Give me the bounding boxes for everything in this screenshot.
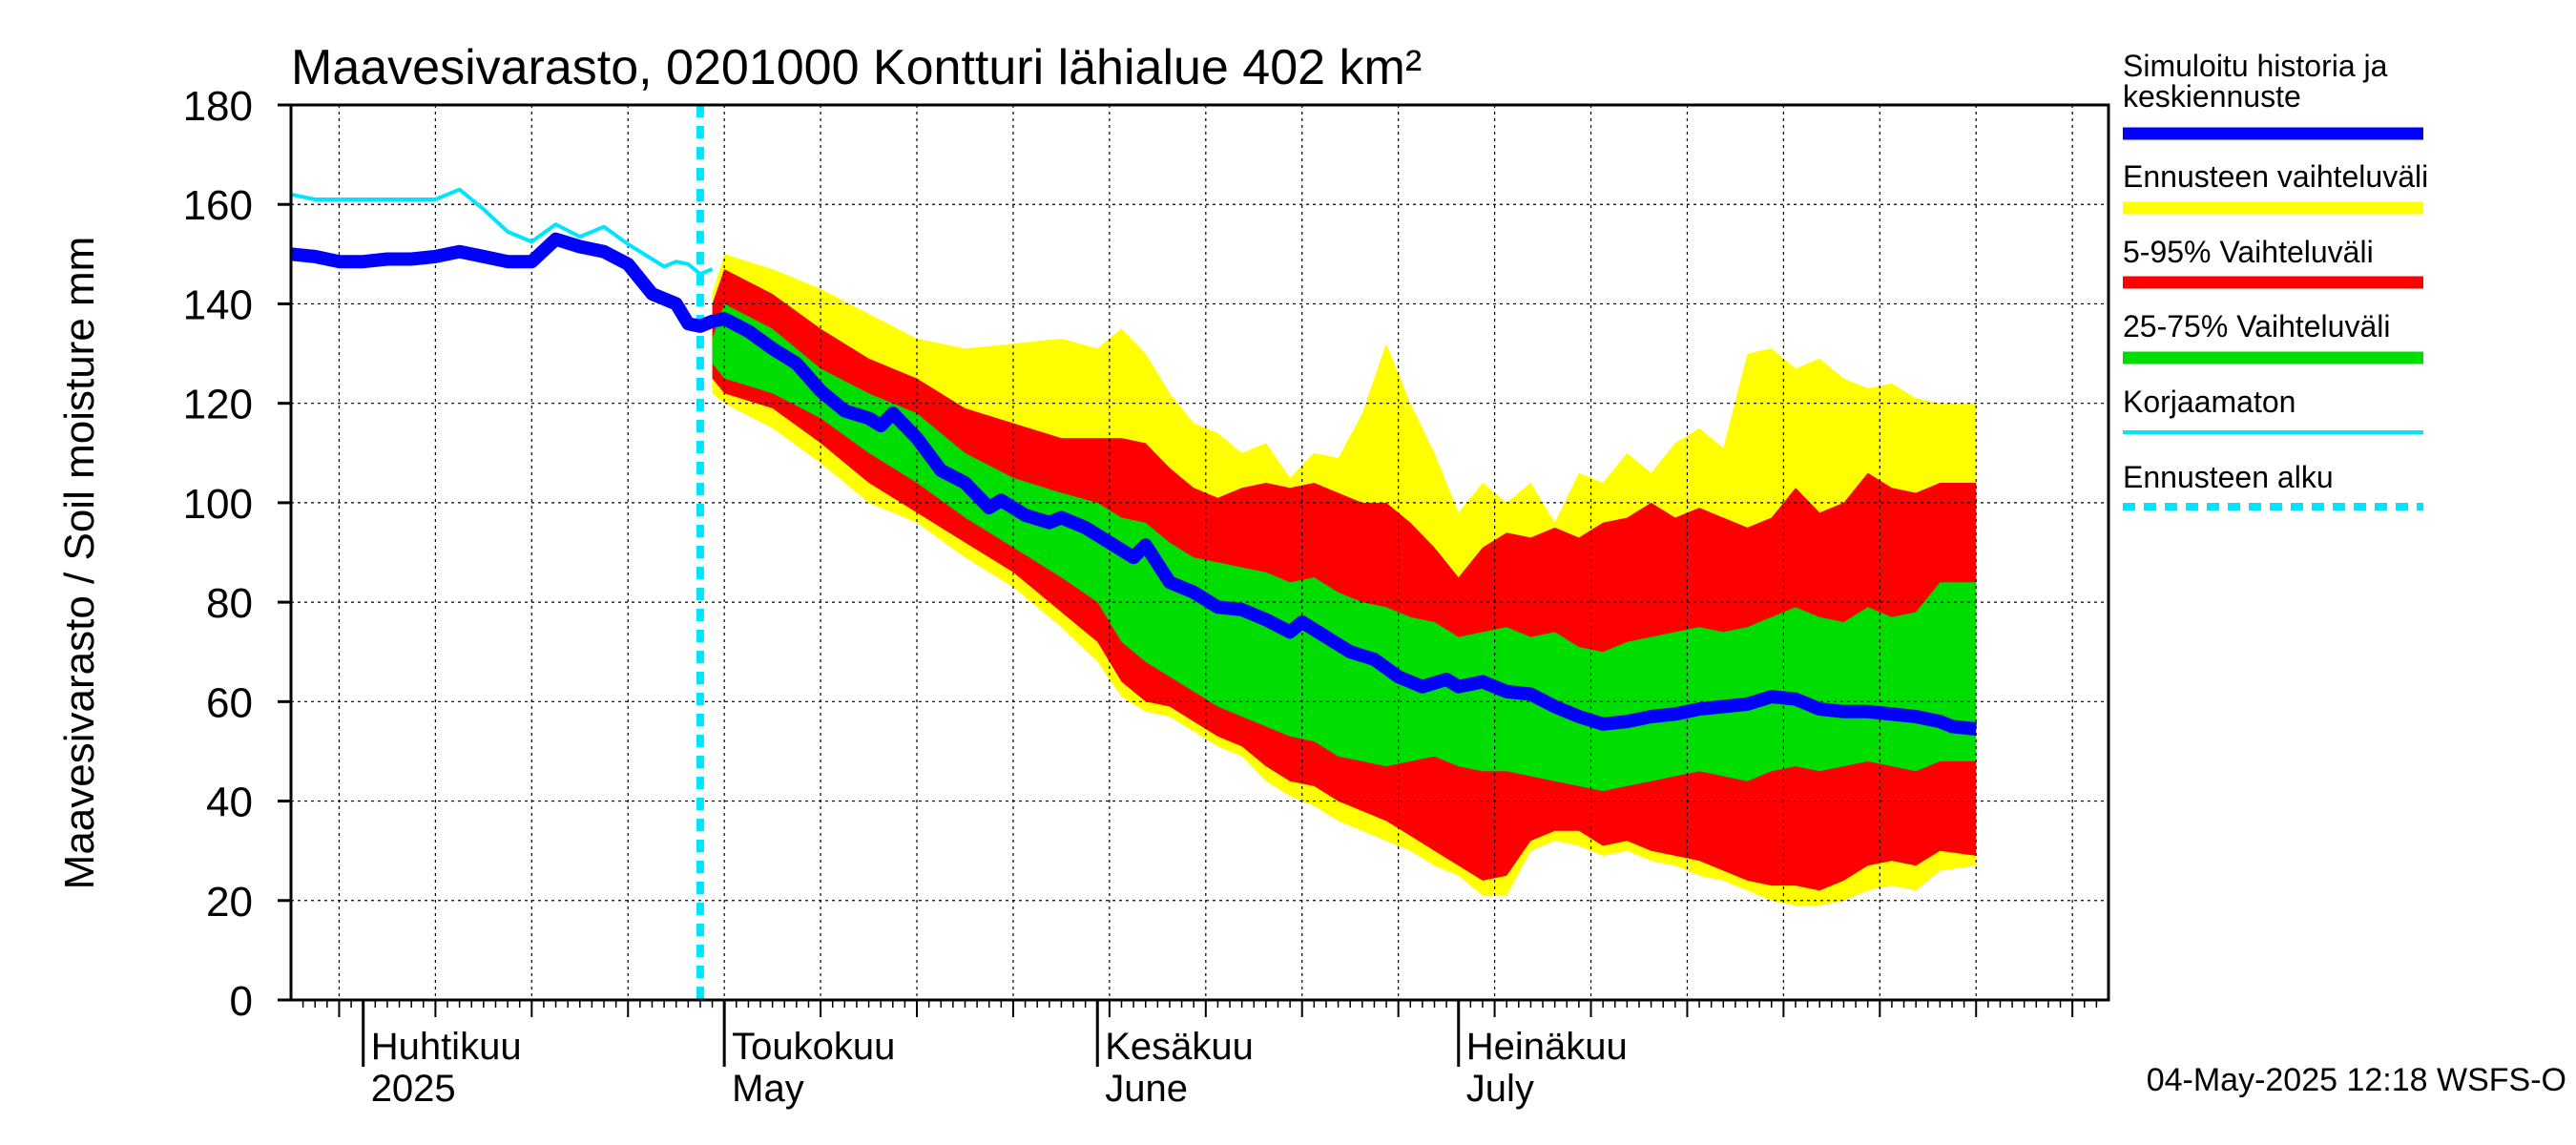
range-bands xyxy=(712,254,1977,906)
legend-label: Korjaamaton xyxy=(2123,385,2296,419)
y-tick-label: 140 xyxy=(183,281,253,328)
x-month-sublabel: June xyxy=(1105,1068,1188,1110)
x-month-sublabel: 2025 xyxy=(371,1068,456,1110)
x-month-label: Kesäkuu xyxy=(1105,1026,1254,1068)
x-month-label: Heinäkuu xyxy=(1466,1026,1628,1068)
x-month-label: Toukokuu xyxy=(732,1026,895,1068)
legend-label: 25-75% Vaihteluväli xyxy=(2123,309,2390,344)
legend-label: Ennusteen vaihteluväli xyxy=(2123,159,2428,194)
y-tick-label: 20 xyxy=(206,879,253,926)
y-tick-label: 100 xyxy=(183,481,253,528)
uncorrected-line xyxy=(290,187,714,277)
y-tick-label: 160 xyxy=(183,182,253,229)
y-tick-label: 40 xyxy=(206,780,253,826)
grid-lines xyxy=(291,105,2109,1000)
legend-label: Ennusteen alku xyxy=(2123,460,2334,494)
plot-frame xyxy=(289,103,2110,1002)
timestamp: 04-May-2025 12:18 WSFS-O xyxy=(2147,1062,2566,1098)
y-tick-label: 0 xyxy=(230,978,253,1025)
legend-label-line2: keskiennuste xyxy=(2123,79,2301,114)
median-history-line xyxy=(290,232,1977,736)
band-25-75 xyxy=(712,303,1977,792)
x-month-sublabel: May xyxy=(732,1068,804,1110)
axes xyxy=(278,103,2110,1067)
legend-label: Simuloitu historia ja xyxy=(2123,49,2388,83)
x-month-label: Huhtikuu xyxy=(371,1026,522,1068)
legend-label: 5-95% Vaihteluväli xyxy=(2123,235,2374,269)
y-tick-label: 60 xyxy=(206,679,253,726)
y-tick-label: 80 xyxy=(206,580,253,627)
x-month-sublabel: July xyxy=(1466,1068,1534,1110)
y-axis-label: Maavesivarasto / Soil moisture mm xyxy=(56,237,103,890)
series-lines xyxy=(290,187,1977,736)
y-tick-label: 120 xyxy=(183,382,253,428)
chart-title: Maavesivarasto, 0201000 Kontturi lähialu… xyxy=(291,40,1422,95)
y-tick-label: 180 xyxy=(183,83,253,130)
